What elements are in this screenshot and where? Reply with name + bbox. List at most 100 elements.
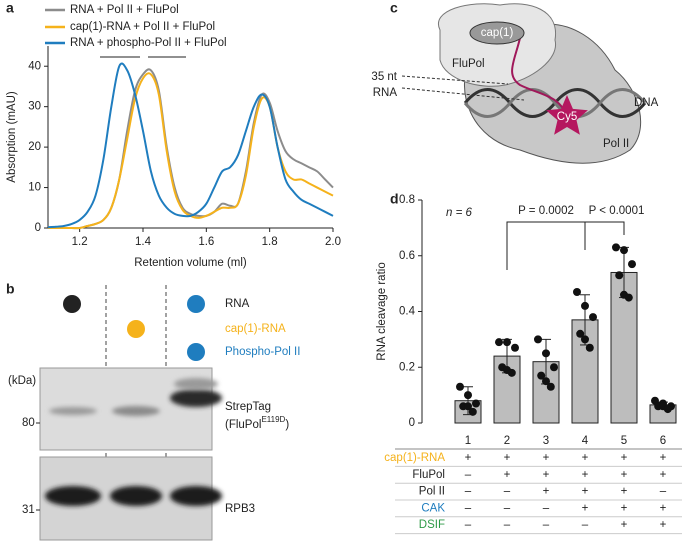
condition-cell: + [543, 486, 550, 498]
condition-cell: + [582, 486, 589, 498]
data-point [581, 301, 589, 310]
bracket [506, 221, 586, 270]
legend-label: Phospho-Pol II [225, 346, 300, 358]
panel-label: d [390, 191, 399, 207]
data-point [464, 391, 472, 400]
data-point [628, 260, 636, 269]
band [170, 486, 222, 506]
category-label: 6 [660, 435, 666, 447]
legend-dot [63, 295, 81, 313]
data-point [503, 338, 511, 347]
series-line [47, 62, 334, 229]
blot-label: RPB3 [225, 503, 255, 515]
category-label: 3 [543, 435, 549, 447]
x-tick-label: 1.6 [198, 236, 214, 248]
condition-cell: + [621, 502, 628, 514]
condition-cell: + [504, 469, 511, 481]
data-point [507, 368, 516, 377]
condition-label: Pol II [419, 486, 445, 498]
condition-cell: – [582, 519, 589, 531]
y-axis-title: RNA cleavage ratio [376, 262, 388, 360]
condition-cell: – [465, 502, 472, 514]
legend-label: cap(1)-RNA [225, 323, 286, 335]
condition-cell: + [621, 469, 628, 481]
x-tick-label: 1.8 [262, 236, 278, 248]
y-tick-label: 0 [35, 222, 41, 234]
condition-label: cap(1)-RNA [384, 452, 445, 464]
y-tick-label: 0.2 [399, 361, 415, 373]
data-point [589, 313, 597, 322]
condition-cell: + [543, 452, 550, 464]
y-tick-label: 0.4 [399, 306, 416, 318]
band [170, 389, 222, 407]
pointer [401, 87, 525, 101]
legend-label: RNA + Pol II + FluPol [70, 4, 179, 16]
data-point [456, 382, 464, 391]
condition-cell: + [621, 519, 628, 531]
x-axis-title: Retention volume (ml) [134, 257, 247, 269]
dna-strand [463, 88, 647, 118]
band [112, 406, 160, 416]
data-point [542, 349, 550, 358]
condition-cell: + [660, 469, 667, 481]
y-tick-label: 0.8 [399, 194, 415, 206]
flupol-shape [437, 3, 556, 87]
legend-label: cap(1)-RNA + Pol II + FluPol [70, 21, 215, 33]
category-label: 4 [582, 435, 589, 447]
condition-cell: – [465, 486, 472, 498]
y-tick-label: 10 [28, 182, 41, 194]
condition-cell: – [465, 519, 472, 531]
y-tick-label: 40 [28, 60, 41, 72]
legend-label: RNA [225, 298, 250, 310]
condition-cell: + [465, 452, 472, 464]
blot-sublabel: (FluPol [225, 419, 261, 431]
marker-label: 31 [22, 504, 35, 516]
data-point [624, 293, 633, 302]
condition-cell: + [543, 469, 550, 481]
panel-label: a [6, 0, 14, 16]
data-point [534, 335, 542, 344]
superscript: E119D [261, 415, 285, 424]
x-tick-label: 1.2 [72, 236, 88, 248]
panel-b: (kDa) 80 31 StrepTag (FluPolE119D) RPB3 [8, 285, 289, 541]
condition-label: CAK [421, 502, 445, 514]
condition-cell: + [582, 452, 589, 464]
kda-label: (kDa) [8, 375, 36, 387]
bracket [584, 221, 625, 250]
y-tick-label: 20 [28, 141, 41, 153]
legend-dot [187, 343, 205, 361]
condition-cell: + [582, 469, 589, 481]
band [174, 378, 218, 390]
condition-cell: – [465, 469, 472, 481]
condition-label: DSIF [419, 519, 445, 531]
data-point [472, 399, 480, 408]
condition-cell: + [660, 502, 667, 514]
cap-label: cap(1) [481, 27, 514, 39]
band [110, 486, 162, 506]
blot-label: StrepTag [225, 401, 271, 413]
condition-cell: + [582, 502, 589, 514]
data-point [612, 243, 620, 252]
data-point [546, 382, 555, 391]
series-line [48, 68, 334, 230]
data-point [620, 246, 628, 255]
condition-cell: – [543, 502, 550, 514]
legend-dot [187, 295, 205, 313]
marker-label: 80 [22, 417, 35, 429]
annotation: n = 6 [446, 207, 473, 219]
panel-c: cap(1) FluPol 35 nt RNA Cy5 DNA Pol II [371, 3, 659, 164]
condition-cell: + [504, 452, 511, 464]
data-point [576, 329, 585, 338]
cy5-star [546, 95, 588, 135]
data-point [573, 287, 581, 296]
panel-label: b [6, 281, 15, 297]
annotation: P < 0.0001 [589, 205, 645, 217]
condition-cell: + [621, 452, 628, 464]
condition-cell: – [504, 502, 511, 514]
flupol-label: FluPol [452, 58, 485, 70]
pol-label: Pol II [603, 138, 629, 150]
data-point [511, 343, 519, 352]
condition-cell: – [660, 486, 667, 498]
condition-cell: + [660, 452, 667, 464]
